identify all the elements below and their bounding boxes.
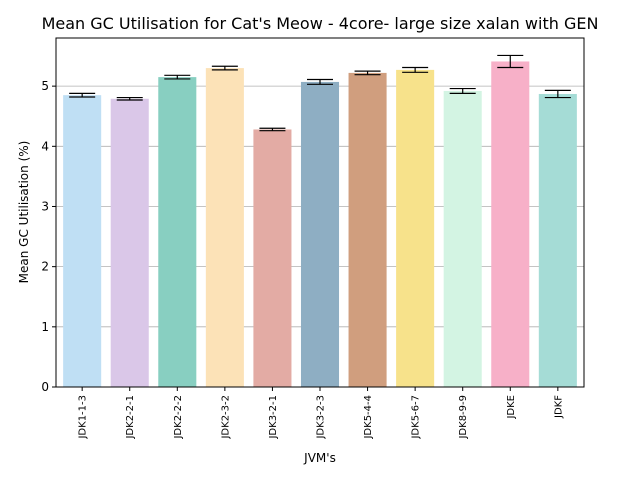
bars [63, 61, 577, 388]
chart-title: Mean GC Utilisation for Cat's Meow - 4co… [42, 14, 599, 33]
bar [300, 81, 340, 387]
x-tick-label: JDKF [553, 395, 564, 419]
x-tick-label: JDK3-2-1 [268, 395, 279, 440]
bar [158, 77, 197, 388]
x-axis-label: JVM's [303, 451, 336, 465]
error-bars [69, 54, 571, 132]
y-axis-label: Mean GC Utilisation (%) [17, 141, 31, 284]
x-tick-label: JDK8-9-9 [458, 395, 469, 440]
x-tick-label: JDK3-2-3 [316, 395, 327, 440]
x-axis-ticks: JDK1-1-3 JDK2-2-1 JDK2-2-2 JDK2-3-2 JDK3-2-1… [78, 387, 564, 440]
bar [538, 93, 577, 388]
bar [443, 90, 482, 387]
x-tick-label: JDK1-1-3 [78, 395, 89, 440]
bar [110, 98, 149, 387]
y-tick-label: 5 [41, 79, 49, 93]
x-tick-label: JDK2-3-2 [220, 395, 231, 440]
bar [63, 95, 102, 388]
y-tick-label: 4 [41, 139, 49, 153]
bar [348, 72, 387, 388]
x-tick-label: JDK2-2-1 [125, 395, 136, 440]
bar [491, 61, 530, 387]
bar [205, 68, 244, 387]
y-tick-label: 2 [41, 260, 49, 274]
y-tick-label: 1 [41, 320, 49, 334]
y-axis-ticks: 0 1 2 3 4 5 [41, 79, 56, 394]
bar [396, 69, 435, 387]
x-tick-label: JDK2-2-2 [173, 395, 184, 440]
bar [253, 129, 292, 387]
y-tick-label: 0 [41, 380, 49, 394]
x-tick-label: JDK5-4-4 [363, 395, 374, 440]
y-tick-label: 3 [41, 199, 49, 213]
x-tick-label: JDKE [506, 395, 517, 420]
x-tick-label: JDK5-6-7 [411, 395, 422, 440]
